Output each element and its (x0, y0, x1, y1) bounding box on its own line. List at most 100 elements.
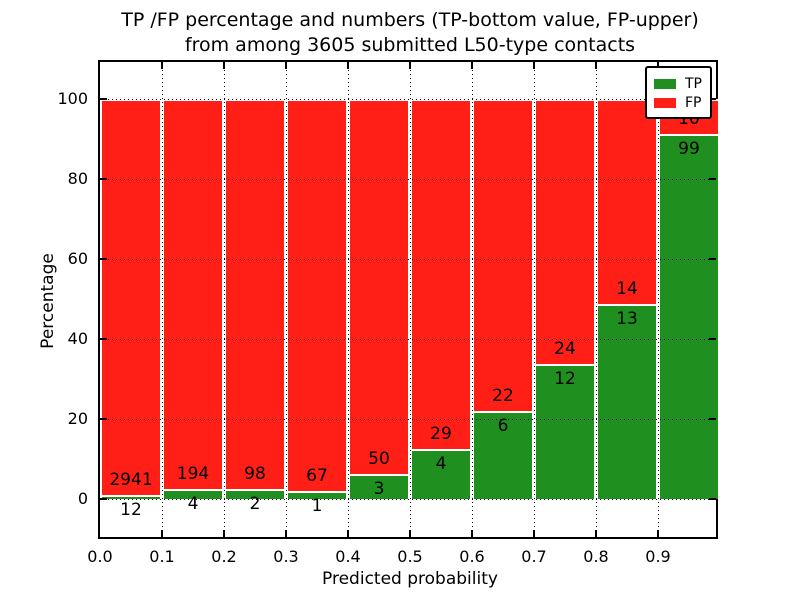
x-tick-label: 0.0 (87, 547, 113, 566)
grid-line-vertical (596, 62, 597, 537)
bar-count-label-fp: 29 (430, 423, 452, 444)
bar-group (348, 99, 410, 499)
bar-count-label-fp: 194 (176, 463, 210, 484)
x-tick-mark (285, 530, 287, 537)
bar-count-label-tp: 99 (678, 138, 700, 159)
bar-segment-tp (412, 450, 470, 499)
grid-line-vertical (472, 62, 473, 537)
x-tick-label: 0.4 (335, 547, 361, 566)
grid-line-vertical (348, 62, 349, 537)
bar-count-label-tp: 12 (120, 500, 142, 521)
x-tick-mark (533, 530, 535, 537)
legend-label: FP (685, 94, 702, 111)
y-tick-mark (709, 258, 716, 260)
bar-count-label-tp: 1 (311, 496, 323, 517)
x-tick-label: 0.6 (459, 547, 485, 566)
bar-segment-tp (288, 493, 346, 499)
bar-count-label-tp: 2 (249, 494, 261, 514)
y-tick-mark (100, 338, 107, 340)
x-tick-label: 0.7 (521, 547, 547, 566)
x-tick-mark (595, 62, 597, 69)
bar-segment-fp (226, 99, 284, 491)
x-tick-mark (657, 62, 659, 69)
x-tick-label: 0.8 (583, 547, 609, 566)
x-tick-label: 0.2 (211, 547, 237, 566)
x-tick-mark (409, 530, 411, 537)
bar-segment-tp (660, 135, 718, 499)
bar-count-label-fp: 22 (492, 386, 514, 407)
bar-segment-tp (102, 497, 160, 499)
bar-group (100, 99, 162, 499)
bar-count-label-tp: 13 (616, 309, 638, 330)
bar-count-label-tp: 4 (435, 453, 447, 474)
bar-group (596, 99, 658, 499)
y-tick-mark (100, 178, 107, 180)
legend-swatch-fp (654, 97, 676, 108)
bar-segment-tp (350, 476, 408, 499)
bar-segment-tp (598, 306, 656, 499)
x-axis-label: Predicted probability (322, 569, 498, 589)
chart-title-line2: from among 3605 submitted L50-type conta… (184, 34, 636, 56)
y-tick-mark (100, 418, 107, 420)
y-tick-label: 60 (67, 249, 88, 268)
bar-count-label-fp: 98 (244, 464, 266, 484)
bar-count-label-fp: 24 (554, 338, 576, 359)
x-tick-mark (223, 62, 225, 69)
x-tick-mark (409, 62, 411, 69)
legend: TP FP (645, 66, 712, 119)
bar-count-label-tp: 6 (497, 416, 509, 437)
x-tick-mark (471, 62, 473, 69)
bar-segment-fp (536, 99, 594, 366)
y-tick-mark (100, 98, 107, 100)
legend-label: TP (685, 75, 702, 92)
x-tick-mark (347, 530, 349, 537)
y-tick-label: 0 (77, 489, 88, 508)
grid-line-horizontal (100, 179, 716, 180)
y-tick-mark (709, 418, 716, 420)
bar-group (658, 99, 720, 499)
x-tick-mark (161, 530, 163, 537)
bar-group (472, 99, 534, 499)
y-tick-label: 80 (67, 169, 88, 188)
bar-segment-fp (350, 99, 408, 477)
x-tick-label: 0.5 (397, 547, 423, 566)
bar-group (224, 99, 286, 499)
bar-group (162, 99, 224, 499)
chart-title-line1: TP /FP percentage and numbers (TP-bottom… (121, 9, 699, 31)
y-tick-mark (709, 498, 716, 500)
y-tick-label: 40 (67, 329, 88, 348)
legend-entry-fp: FP (654, 93, 703, 112)
bar-count-label-fp: 14 (616, 279, 638, 300)
bar-count-label-tp: 12 (554, 368, 576, 389)
grid-line-horizontal (100, 499, 716, 500)
grid-line-horizontal (100, 419, 716, 420)
bar-segment-tp (536, 365, 594, 499)
bar-count-label-fp: 67 (306, 466, 328, 487)
x-tick-label: 0.9 (645, 547, 671, 566)
bar-segment-fp (598, 99, 656, 307)
grid-line-vertical (534, 62, 535, 537)
x-tick-mark (657, 530, 659, 537)
y-tick-mark (709, 338, 716, 340)
y-tick-mark (709, 98, 716, 100)
bar-segment-fp (288, 99, 346, 494)
legend-entry-tp: TP (654, 74, 703, 93)
bar-group (286, 99, 348, 499)
grid-line-vertical (286, 62, 287, 537)
bar-segment-tp (226, 491, 284, 499)
grid-line-vertical (410, 62, 411, 537)
y-tick-mark (100, 258, 107, 260)
bar-group (534, 99, 596, 499)
x-tick-mark (223, 530, 225, 537)
x-tick-mark (285, 62, 287, 69)
bar-segment-fp (412, 99, 470, 451)
x-tick-mark (595, 530, 597, 537)
bar-count-label-fp: 2941 (109, 470, 153, 491)
y-tick-label: 20 (67, 409, 88, 428)
chart-title: TP /FP percentage and numbers (TP-bottom… (10, 8, 800, 58)
bar-segment-fp (164, 99, 222, 491)
y-tick-mark (100, 498, 107, 500)
x-tick-label: 0.3 (273, 547, 299, 566)
